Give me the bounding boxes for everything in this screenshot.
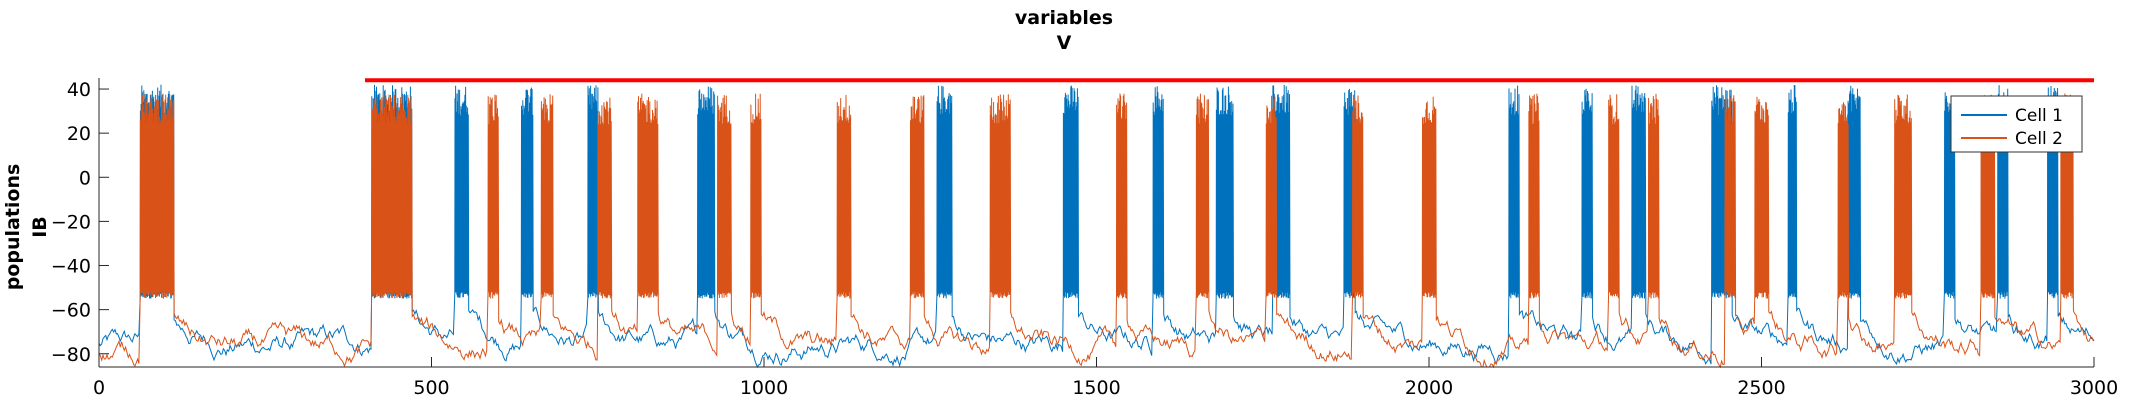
legend: Cell 1 Cell 2	[1950, 95, 2083, 153]
legend-box	[1950, 95, 2083, 153]
x-tick-label: 2500	[1737, 377, 1785, 399]
y-tick-label: −40	[51, 256, 91, 278]
series-1	[98, 84, 2095, 369]
legend-label-cell-1: Cell 1	[2015, 106, 2063, 126]
y-tick-label: −80	[51, 344, 91, 366]
axes: 0 500 1000 1500 2000 2500 3000 −80 −60 −40 −20 0 20 4…	[51, 78, 2118, 399]
y-tick-label: −60	[51, 300, 91, 322]
x-tick-label: 500	[413, 377, 449, 399]
x-tick-label: 0	[93, 377, 105, 399]
y-tick-label: 0	[79, 167, 91, 189]
series-layer	[98, 84, 2095, 369]
y-tick-label: −20	[51, 211, 91, 233]
series-line-2	[98, 93, 2094, 369]
x-tick-label: 1500	[1072, 377, 1120, 399]
legend-label-cell-2: Cell 2	[2015, 129, 2063, 149]
y-tick-label: 20	[67, 123, 91, 145]
y-axis-label-populations: populations	[2, 164, 24, 291]
y-axis-label: populations IB	[2, 164, 51, 291]
x-tick-label: 3000	[2070, 377, 2118, 399]
series-line-1	[98, 84, 2095, 369]
series-2	[98, 93, 2094, 369]
x-tick-label: 1000	[740, 377, 788, 399]
y-axis-label-ib: IB	[29, 216, 51, 238]
y-tick-label: 40	[67, 79, 91, 101]
x-tick-label: 2000	[1405, 377, 1453, 399]
chart-subtitle: V	[1057, 32, 1072, 54]
plot-area: 0 500 1000 1500 2000 2500 3000 −80 −60 −40 −20 0 20 4…	[51, 78, 2118, 399]
chart-title: variables	[1015, 7, 1113, 29]
